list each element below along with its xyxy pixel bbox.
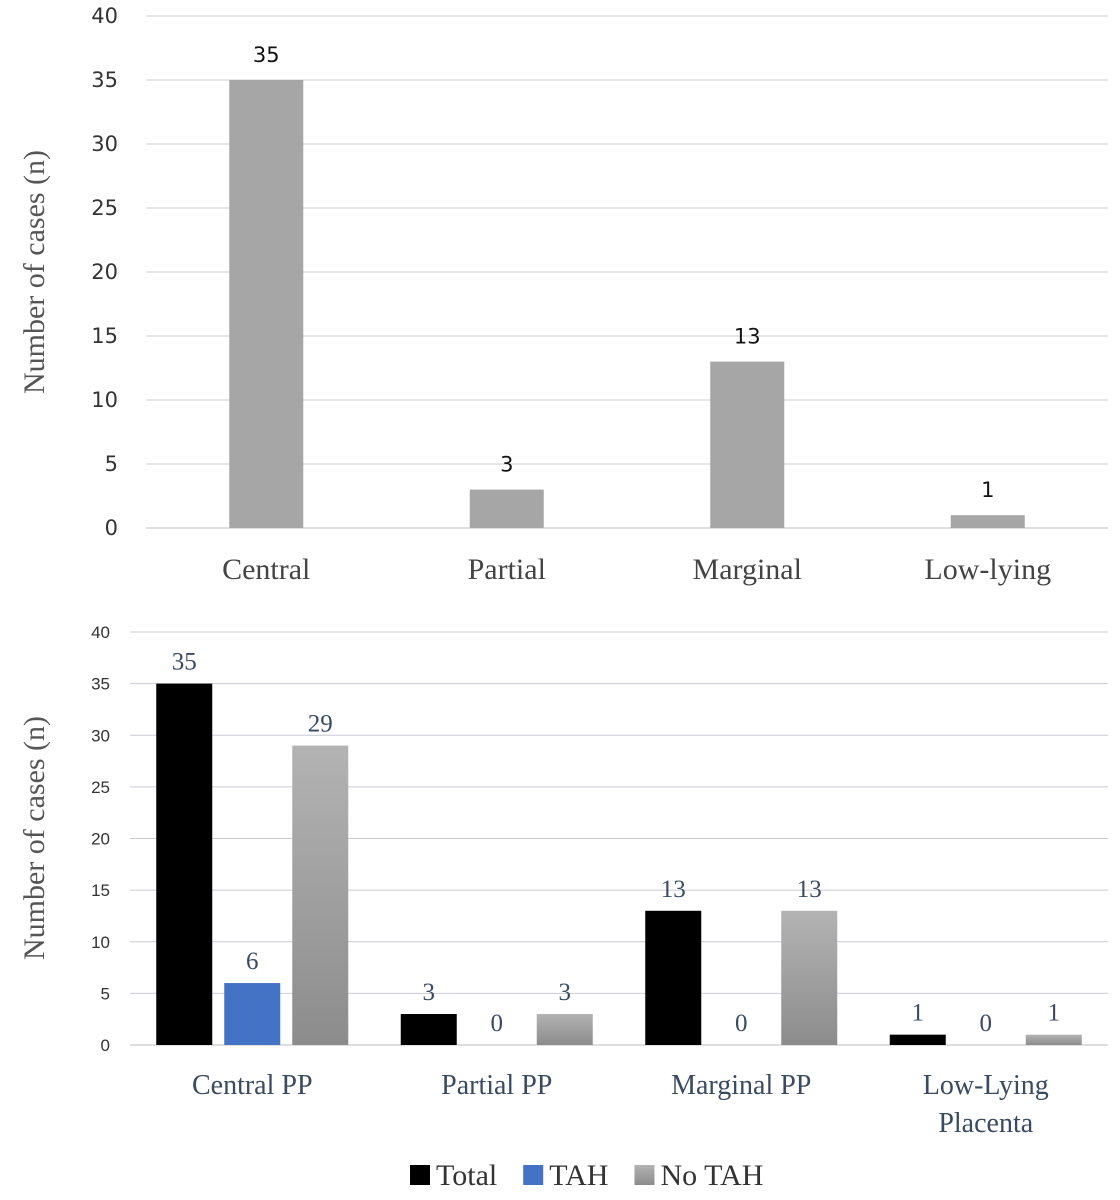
chart-bottom-y-tick-label: 10 <box>91 933 110 952</box>
chart-top: Number of cases (n) 0 5 10 15 20 25 30 35 40 35 Ce… <box>18 4 1108 586</box>
chart-top-data-label: 3 <box>500 453 513 477</box>
chart-bottom-y-tick-label: 40 <box>91 623 110 642</box>
chart-top-category-label: Partial <box>468 553 546 586</box>
chart-bottom-bar-total <box>400 1014 457 1045</box>
chart-bottom-y-tick-label: 25 <box>91 778 110 797</box>
chart-top-data-label: 13 <box>734 325 761 349</box>
chart-top-y-tick-label: 0 <box>105 516 118 540</box>
chart-bottom-bar-no-tah <box>1025 1034 1082 1045</box>
chart-bottom-bar-total <box>645 910 702 1045</box>
chart-bottom-y-tick-label: 30 <box>91 726 110 745</box>
legend-swatch-total <box>410 1165 430 1185</box>
chart-top-y-tick-label: 10 <box>91 388 118 412</box>
chart-bottom-bar-no-tah <box>292 745 349 1045</box>
chart-bottom-data-label: 13 <box>797 876 822 903</box>
chart-top-data-label: 35 <box>253 43 280 67</box>
chart-top-y-tick-label: 30 <box>91 132 118 156</box>
chart-bottom-category-label: Partial PP <box>441 1070 552 1101</box>
chart-bottom-bar-total <box>156 683 213 1045</box>
chart-top-y-tick-label: 5 <box>105 452 118 476</box>
chart-top-bar <box>950 515 1025 528</box>
chart-bottom-y-tick-label: 20 <box>91 830 110 849</box>
chart-bottom-y-tick-label: 15 <box>91 881 110 900</box>
legend-swatch-no-tah <box>634 1165 655 1185</box>
chart-top-y-tick-label: 20 <box>91 260 118 284</box>
chart-top-category-label: Marginal <box>693 553 802 586</box>
chart-bottom-data-label: 0 <box>735 1010 748 1037</box>
chart-bottom-y-axis-label: Number of cases (n) <box>18 716 51 960</box>
chart-top-y-axis-label: Number of cases (n) <box>18 150 51 394</box>
chart-bottom-category-label: Low-Lying <box>923 1070 1049 1101</box>
chart-top-category-label: Central <box>222 553 310 586</box>
chart-top-bar <box>710 361 785 528</box>
chart-top-bar <box>469 489 544 528</box>
chart-bottom-data-label: 3 <box>423 979 436 1006</box>
chart-top-y-tick-label: 25 <box>91 196 118 220</box>
chart-bottom-data-label: 3 <box>559 979 572 1006</box>
chart-bottom-category-label: Placenta <box>938 1108 1033 1139</box>
chart-bottom-legend: Total TAH No TAH <box>410 1159 763 1192</box>
chart-bottom-bar-no-tah <box>781 910 838 1045</box>
legend-label: No TAH <box>660 1159 763 1192</box>
legend-label: Total <box>436 1159 497 1192</box>
chart-top-y-tick-label: 35 <box>91 68 118 92</box>
chart-bottom-data-label: 1 <box>1048 1000 1061 1027</box>
chart-top-bar <box>229 80 304 528</box>
chart-bottom-category-label: Marginal PP <box>671 1070 811 1101</box>
chart-bottom: Number of cases (n) 05101520253035403562… <box>18 623 1108 1139</box>
legend-swatch-tah <box>523 1165 544 1185</box>
chart-bottom-data-label: 0 <box>980 1010 993 1037</box>
chart-bottom-data-label: 6 <box>246 948 259 975</box>
chart-bottom-y-tick-label: 0 <box>101 1036 110 1055</box>
chart-bottom-data-label: 29 <box>308 711 333 738</box>
chart-bottom-data-label: 13 <box>661 876 686 903</box>
chart-top-y-tick-label: 40 <box>91 4 118 28</box>
chart-bottom-y-tick-label: 5 <box>101 984 110 1003</box>
chart-top-category-label: Low-lying <box>924 553 1051 586</box>
chart-top-y-tick-label: 15 <box>91 324 118 348</box>
chart-bottom-bar-tah <box>224 983 281 1045</box>
legend-label: TAH <box>549 1159 608 1192</box>
chart-bottom-data-label: 1 <box>912 1000 925 1027</box>
chart-bottom-data-label: 35 <box>172 649 197 676</box>
chart-bottom-bar-no-tah <box>536 1014 593 1045</box>
chart-bottom-bar-total <box>889 1034 946 1045</box>
chart-bottom-data-label: 0 <box>491 1010 504 1037</box>
chart-top-data-label: 1 <box>981 478 994 502</box>
chart-bottom-category-label: Central PP <box>192 1070 313 1101</box>
chart-bottom-y-tick-label: 35 <box>91 675 110 694</box>
